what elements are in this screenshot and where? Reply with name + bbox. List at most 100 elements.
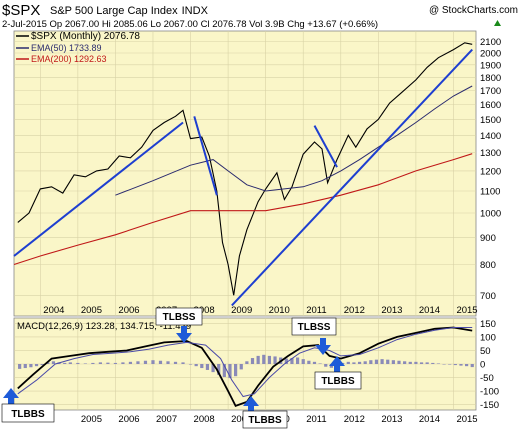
histogram-bar — [284, 358, 288, 364]
histogram-bar — [18, 364, 22, 369]
histogram-bar — [46, 362, 50, 364]
histogram-bar — [23, 364, 27, 369]
histogram-bar — [448, 364, 452, 365]
index-name: S&P 500 Large Cap Index INDX — [50, 5, 209, 17]
histogram-bar — [465, 364, 469, 367]
histogram-bar — [239, 364, 243, 370]
histogram-bar — [29, 364, 33, 368]
trendline — [13, 121, 184, 257]
histogram-bar — [211, 364, 215, 373]
histogram-bar — [431, 362, 435, 364]
histogram-bar — [442, 364, 446, 365]
macd-tick-label: -100 — [480, 387, 499, 398]
ema50-line — [115, 85, 473, 196]
histogram-bar — [267, 355, 272, 364]
y-tick-label: 1200 — [480, 166, 501, 177]
histogram-bar — [166, 361, 170, 364]
price-grid — [14, 31, 476, 316]
histogram-bar — [403, 361, 407, 364]
ema200-line — [13, 153, 473, 266]
histogram-bar — [121, 362, 125, 364]
x-tick-label: 2004 — [43, 305, 64, 316]
histogram-bar — [188, 364, 193, 365]
histogram-bar — [419, 362, 424, 364]
histogram-bar — [173, 361, 178, 364]
histogram-bar — [34, 364, 39, 367]
trendline — [193, 116, 218, 196]
x-tick-label: 2011 — [306, 305, 326, 316]
macd-histogram — [18, 354, 474, 379]
histogram-bar — [380, 359, 384, 364]
histogram-bar — [346, 361, 350, 364]
x-tick-label: 2006 — [118, 305, 139, 316]
histogram-bar — [453, 364, 457, 366]
x-tick-label: 2010 — [269, 305, 290, 316]
y-tick-label: 1900 — [480, 60, 501, 71]
annotation-tlbbs-2012: TLBBS — [314, 356, 362, 390]
y-tick-label: 2100 — [480, 37, 501, 48]
histogram-bar — [205, 364, 210, 370]
x-tick-label: 2015 — [456, 305, 477, 316]
macd-x-tick-label: 2013 — [381, 414, 402, 425]
quote-line: 2-Jul-2015 Op 2067.00 Hi 2085.06 Lo 2067… — [2, 19, 378, 30]
x-tick-label: 2012 — [344, 305, 365, 316]
histogram-bar — [128, 361, 133, 364]
histogram-bar — [425, 362, 429, 364]
svg-text:TLBBS: TLBBS — [321, 376, 355, 387]
histogram-bar — [301, 359, 305, 364]
y-tick-label: 1000 — [480, 208, 501, 219]
y-tick-label: 700 — [480, 291, 496, 302]
legend-ema200-label: EMA(200) 1292.63 — [31, 54, 107, 64]
histogram-bar — [200, 364, 204, 369]
annotation-tlbss-2008: TLBSS — [155, 307, 203, 343]
macd-tick-label: -50 — [480, 373, 494, 384]
histogram-bar — [324, 364, 328, 367]
histogram-bar — [158, 360, 163, 364]
histogram-bar — [228, 364, 232, 379]
y-tick-label: 1600 — [480, 100, 501, 111]
histogram-bar — [234, 364, 238, 377]
histogram-bar — [151, 360, 155, 364]
macd-x-tick-label: 2008 — [194, 414, 215, 425]
price-line — [17, 42, 473, 296]
svg-text:TLBBS: TLBBS — [248, 415, 282, 426]
up-arrow-icon — [329, 356, 345, 372]
histogram-bar — [391, 360, 395, 364]
svg-text:TLBBS: TLBBS — [11, 409, 45, 420]
histogram-bar — [295, 357, 300, 364]
macd-x-tick-label: 2006 — [118, 414, 139, 425]
down-arrow-icon — [315, 338, 331, 355]
histogram-bar — [63, 362, 67, 364]
macd-x-tick-label: 2014 — [419, 414, 440, 425]
histogram-bar — [459, 364, 463, 366]
annotation-tlbss-2011: TLBSS — [291, 317, 337, 355]
histogram-bar — [76, 362, 80, 364]
x-tick-label: 2014 — [419, 305, 440, 316]
macd-tick-label: 100 — [480, 332, 496, 343]
histogram-bar — [290, 358, 294, 364]
legend-ema50-label: EMA(50) 1733.89 — [31, 43, 102, 53]
histogram-bar — [369, 360, 373, 364]
histogram-bar — [256, 355, 260, 364]
y-tick-label: 1700 — [480, 86, 501, 97]
macd-x-tick-label: 2007 — [156, 414, 177, 425]
histogram-bar — [91, 362, 95, 364]
copyright-text: @ StockCharts.com — [429, 5, 518, 16]
histogram-bar — [98, 362, 102, 364]
x-tick-label: 2013 — [381, 305, 402, 316]
histogram-bar — [312, 361, 317, 364]
histogram-bar — [352, 362, 356, 364]
histogram-bar — [222, 364, 226, 377]
legend-price-label: $SPX (Monthly) 2076.78 — [31, 31, 140, 42]
histogram-bar — [386, 359, 390, 364]
price-legend: $SPX (Monthly) 2076.78 EMA(50) 1733.89 E… — [16, 31, 140, 64]
ticker-symbol: $SPX — [2, 2, 40, 19]
macd-x-tick-label: 2012 — [344, 414, 365, 425]
svg-text:TLBSS: TLBSS — [298, 322, 331, 333]
histogram-bar — [106, 362, 110, 364]
y-tick-label: 900 — [480, 233, 496, 244]
histogram-bar — [83, 363, 87, 364]
histogram-bar — [363, 361, 367, 364]
macd-x-tick-label: 2011 — [306, 414, 326, 425]
macd-tick-label: -150 — [480, 400, 499, 411]
